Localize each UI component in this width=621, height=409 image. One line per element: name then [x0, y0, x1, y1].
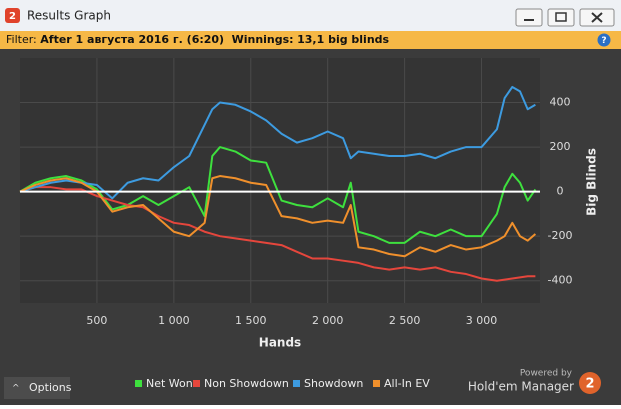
x-tick-label: 3 000	[466, 314, 498, 327]
legend-label: Showdown	[304, 377, 363, 390]
series-line	[19, 186, 536, 282]
filter-bar	[0, 31, 621, 49]
legend-swatch	[135, 380, 142, 387]
maximize-button[interactable]	[547, 8, 575, 27]
y-tick-label: 200	[550, 140, 571, 153]
y-tick-label: -200	[548, 229, 573, 242]
x-axis-label: Hands	[259, 336, 301, 350]
series-line	[19, 85, 536, 200]
help-button[interactable]	[597, 33, 611, 47]
filter-text: After 1 августа 2016 г. (6:20)	[40, 33, 224, 46]
x-tick-label: 1 500	[235, 314, 267, 327]
options-button[interactable]	[4, 377, 70, 399]
window-title: Results Graph	[27, 9, 111, 23]
series-line	[19, 146, 537, 244]
brand-logo	[579, 372, 601, 394]
filter-line: Filter: After 1 августа 2016 г. (6:20) W…	[6, 33, 390, 46]
x-tick-label: 500	[86, 314, 107, 327]
legend-label: Net Won	[146, 377, 193, 390]
y-tick-label: 400	[550, 96, 571, 109]
filter-label: Filter:	[6, 33, 37, 46]
brand-logo-label: 2	[585, 377, 594, 392]
brand: Hold'em Manager	[468, 380, 574, 394]
legend-label: Non Showdown	[204, 377, 289, 390]
x-tick-label: 1 000	[158, 314, 190, 327]
app-icon	[5, 8, 20, 23]
powered-by: Powered by	[520, 369, 573, 379]
maximize-icon	[555, 12, 567, 22]
help-icon: ?	[601, 36, 606, 46]
y-tick-label: -400	[548, 274, 573, 287]
x-tick-label: 2 000	[312, 314, 344, 327]
legend-label: All-In EV	[384, 377, 430, 390]
legend-swatch	[293, 380, 300, 387]
y-axis-label: Big Blinds	[585, 148, 599, 216]
app-icon-label: 2	[9, 11, 16, 22]
plot-area	[20, 58, 540, 303]
winnings-value: 13,1 big blinds	[297, 33, 389, 46]
legend-swatch	[373, 380, 380, 387]
options-caret: ^	[12, 384, 20, 394]
close-icon	[591, 12, 603, 23]
winnings-label: Winnings:	[232, 33, 294, 46]
y-tick-label: 0	[557, 185, 564, 198]
x-tick-label: 2 500	[389, 314, 421, 327]
legend-swatch	[193, 380, 200, 387]
series-line	[19, 175, 537, 258]
options-label: Options	[29, 381, 72, 394]
minimize-button[interactable]	[515, 8, 543, 27]
